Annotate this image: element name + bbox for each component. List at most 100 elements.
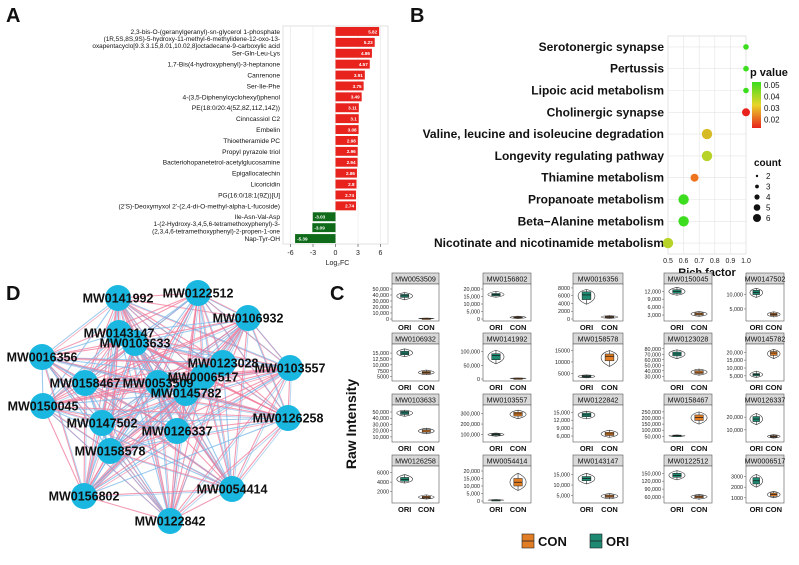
data-label: -3.03 <box>315 215 326 220</box>
violin-outline <box>749 474 763 488</box>
subplot-frame <box>663 404 713 443</box>
y-tick-label: 300,000 <box>461 411 481 417</box>
y-axis-label: Raw Intensity <box>343 379 359 469</box>
network-node-label: MW0150045 <box>8 400 79 414</box>
network-node <box>275 405 301 431</box>
x-tick-label: ORI <box>670 383 683 392</box>
subplot-frame <box>663 465 713 504</box>
y-tick-label: 30,000 <box>373 299 390 305</box>
x-tick-label: ORI <box>398 383 411 392</box>
network-edge <box>85 490 234 498</box>
bubble <box>743 44 749 50</box>
network-edge <box>171 419 290 523</box>
y-tick-label: 10,000 <box>373 311 390 317</box>
subplot-title: MW0006517 <box>745 457 786 466</box>
network-edge <box>176 417 289 432</box>
y-tick-label: 40,000 <box>645 369 662 375</box>
category-label: PG(16:0/18:1(9Z))[U] <box>218 192 280 199</box>
bar <box>335 59 370 69</box>
network-edge <box>83 382 159 497</box>
network-node <box>173 380 199 406</box>
network-edge <box>204 378 234 491</box>
bubble <box>690 173 699 182</box>
category-label: Propyl pyrazole triol <box>222 149 280 156</box>
network-node-label: MW0053509 <box>123 377 194 391</box>
x-tick-label: CON <box>765 323 782 332</box>
size-legend-dot <box>755 174 759 178</box>
y-tick-label: 20,000 <box>373 305 390 311</box>
y-tick-label: 10,000 <box>554 483 571 489</box>
network-edge <box>42 297 119 407</box>
y-tick-label: 120,000 <box>642 479 662 485</box>
size-legend-label: 5 <box>766 204 771 213</box>
category-label: Beta−Alanine metabolism <box>518 214 664 228</box>
network-edge <box>118 332 291 369</box>
network-node-label: MW0006517 <box>168 371 239 385</box>
panel-b-bubble-chart: Serotonergic synapse Pertussis Lipoic acid… <box>423 35 788 279</box>
subplot-frame <box>391 343 440 382</box>
network-edge <box>202 376 289 419</box>
x-tick-label: ORI <box>750 444 763 453</box>
category-label-line: 1-(2-Hydroxy-3,4,5,6-tetramethoxyphenyl)… <box>154 221 280 228</box>
y-tick-label: 5,000 <box>730 307 744 313</box>
box-legend: CON ORI <box>521 533 629 549</box>
box-subplot: MW0126258 6000 4000 2000 ORI CON <box>377 454 440 514</box>
data-label: -3.09 <box>314 225 325 230</box>
x-tick-label: CON <box>765 383 782 392</box>
x-tick-label: CON <box>691 323 708 332</box>
category-label: Thioetheramide PC <box>223 138 280 145</box>
network-edge <box>83 488 233 497</box>
x-tick-label: CON <box>418 323 435 332</box>
subplot-title: MW0103557 <box>487 396 528 405</box>
size-legend-dot <box>753 214 761 222</box>
bar <box>335 157 358 167</box>
bar <box>312 223 336 233</box>
y-tick-label: 9,000 <box>557 426 571 432</box>
category-label: Canrenone <box>247 72 280 79</box>
y-tick-label: 100,000 <box>461 433 481 439</box>
network-edge <box>171 394 188 523</box>
subplot-title: MW0156802 <box>487 275 528 284</box>
data-label: 3.1 <box>350 116 357 121</box>
bar <box>335 146 358 156</box>
box-body <box>581 291 592 300</box>
subplot-frame <box>482 283 532 322</box>
network-edge <box>187 394 290 420</box>
x-tick-label: CON <box>765 444 782 453</box>
category-label: PE(18:0/20:4(5Z,8Z,11Z,14Z)) <box>192 105 280 112</box>
y-tick-label: 15,000 <box>554 472 571 478</box>
bubble <box>701 150 713 162</box>
panel-a-bar-chart: -6 -3 0 3 6 Log₂FC 5.82 2,3-bis-O-(geranylgeran… <box>92 25 389 267</box>
x-tick-label: ORI <box>398 323 411 332</box>
size-legend-dot <box>753 204 761 211</box>
x-tick-label: ORI <box>398 505 411 514</box>
bar <box>335 26 380 36</box>
network-edge <box>202 367 291 378</box>
panel-d-network: MW0141992 MW0122512 MW0143147 MW0106932 MW01… <box>7 280 325 534</box>
category-label: Licoricidin <box>251 181 281 188</box>
data-label: 3.91 <box>354 73 363 78</box>
network-edge <box>157 292 199 384</box>
network-edge <box>83 417 289 497</box>
x-tick-label: CON <box>601 323 618 332</box>
y-tick-label: 50,000 <box>645 434 662 440</box>
y-tick-label: 10,000 <box>464 484 481 490</box>
subplot-frame <box>572 404 624 443</box>
network-edge <box>159 384 172 523</box>
y-tick-label: 15,000 <box>727 358 744 364</box>
y-tick-label: 70,000 <box>645 352 662 358</box>
subplot-frame <box>745 283 785 322</box>
y-tick-label: 50,000 <box>645 363 662 369</box>
y-tick-label: 3000 <box>731 475 743 481</box>
box-subplot: MW0126337 20,000 10,000 ORI CON <box>727 393 785 453</box>
y-tick-label: 20,000 <box>373 429 390 435</box>
y-tick-label: 5,000 <box>467 310 481 316</box>
subplot-frame <box>572 283 624 322</box>
x-tick-label: CON <box>510 383 527 392</box>
x-tick-label: CON <box>765 505 782 514</box>
network-node <box>122 330 148 356</box>
subplot-title: MW0054414 <box>487 457 528 466</box>
network-node-label: MW0158467 <box>50 377 121 391</box>
